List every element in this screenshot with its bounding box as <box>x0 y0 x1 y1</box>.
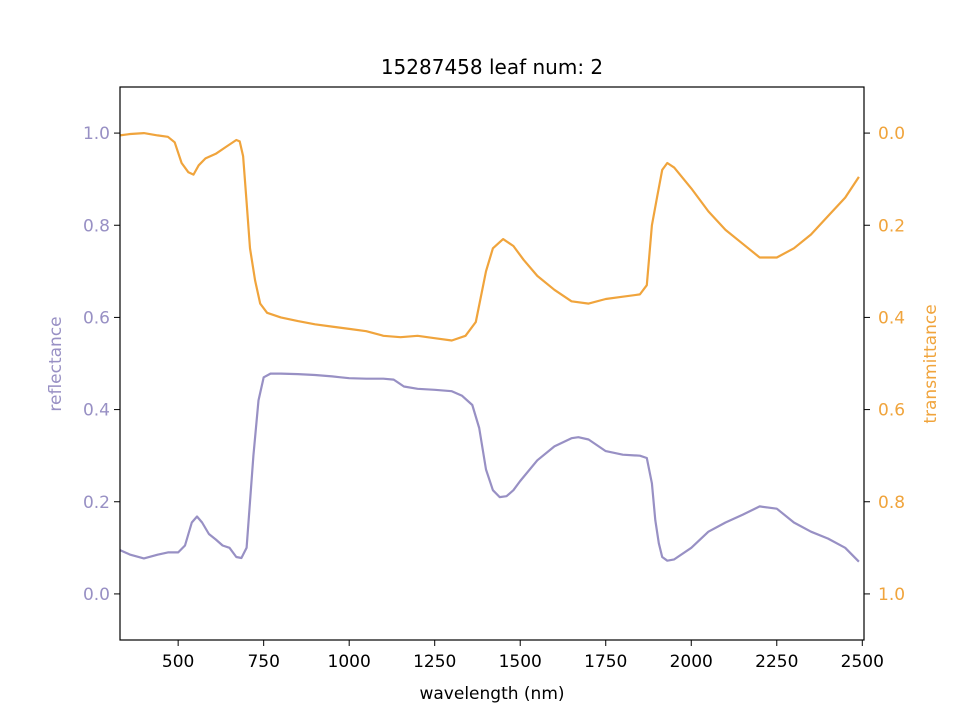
right-y-tick-label: 0.8 <box>878 493 905 513</box>
x-tick-label: 1000 <box>328 652 371 672</box>
left-y-axis: 0.0 0.2 0.4 0.6 0.8 1.0 <box>83 124 120 605</box>
series-layer <box>119 132 860 563</box>
left-y-tick-label: 1.0 <box>83 124 110 144</box>
left-y-tick-label: 0.8 <box>83 216 110 236</box>
right-y-tick-label: 0.0 <box>878 124 905 144</box>
x-tick-label: 1250 <box>413 652 456 672</box>
x-tick-label: 750 <box>247 652 279 672</box>
right-y-axis: 0.0 0.2 0.4 0.6 0.8 1.0 <box>864 124 905 605</box>
x-tick-label: 2500 <box>841 652 884 672</box>
x-axis-label: wavelength (nm) <box>419 684 564 704</box>
chart-title: 15287458 leaf num: 2 <box>381 55 603 79</box>
left-y-tick-label: 0.2 <box>83 493 110 513</box>
right-y-tick-label: 0.2 <box>878 216 905 236</box>
x-tick-label: 1500 <box>499 652 542 672</box>
plot-frame <box>119 86 865 641</box>
x-axis: 500 750 1000 1250 1500 1750 2000 2250 2500 <box>162 640 884 672</box>
right-y-tick-label: 1.0 <box>878 585 905 605</box>
left-y-tick-label: 0.6 <box>83 308 110 328</box>
left-y-axis-label: reflectance <box>46 316 66 411</box>
left-y-tick-label: 0.0 <box>83 585 110 605</box>
x-tick-label: 1750 <box>584 652 627 672</box>
right-y-axis-label: transmittance <box>921 304 941 423</box>
right-y-tick-label: 0.6 <box>878 401 905 421</box>
x-tick-label: 500 <box>162 652 194 672</box>
x-tick-label: 2250 <box>755 652 798 672</box>
left-y-tick-label: 0.4 <box>83 401 110 421</box>
right-y-tick-label: 0.4 <box>878 308 905 328</box>
reflectance-line <box>119 372 860 563</box>
x-tick-label: 2000 <box>670 652 713 672</box>
transmittance-line <box>119 132 860 342</box>
